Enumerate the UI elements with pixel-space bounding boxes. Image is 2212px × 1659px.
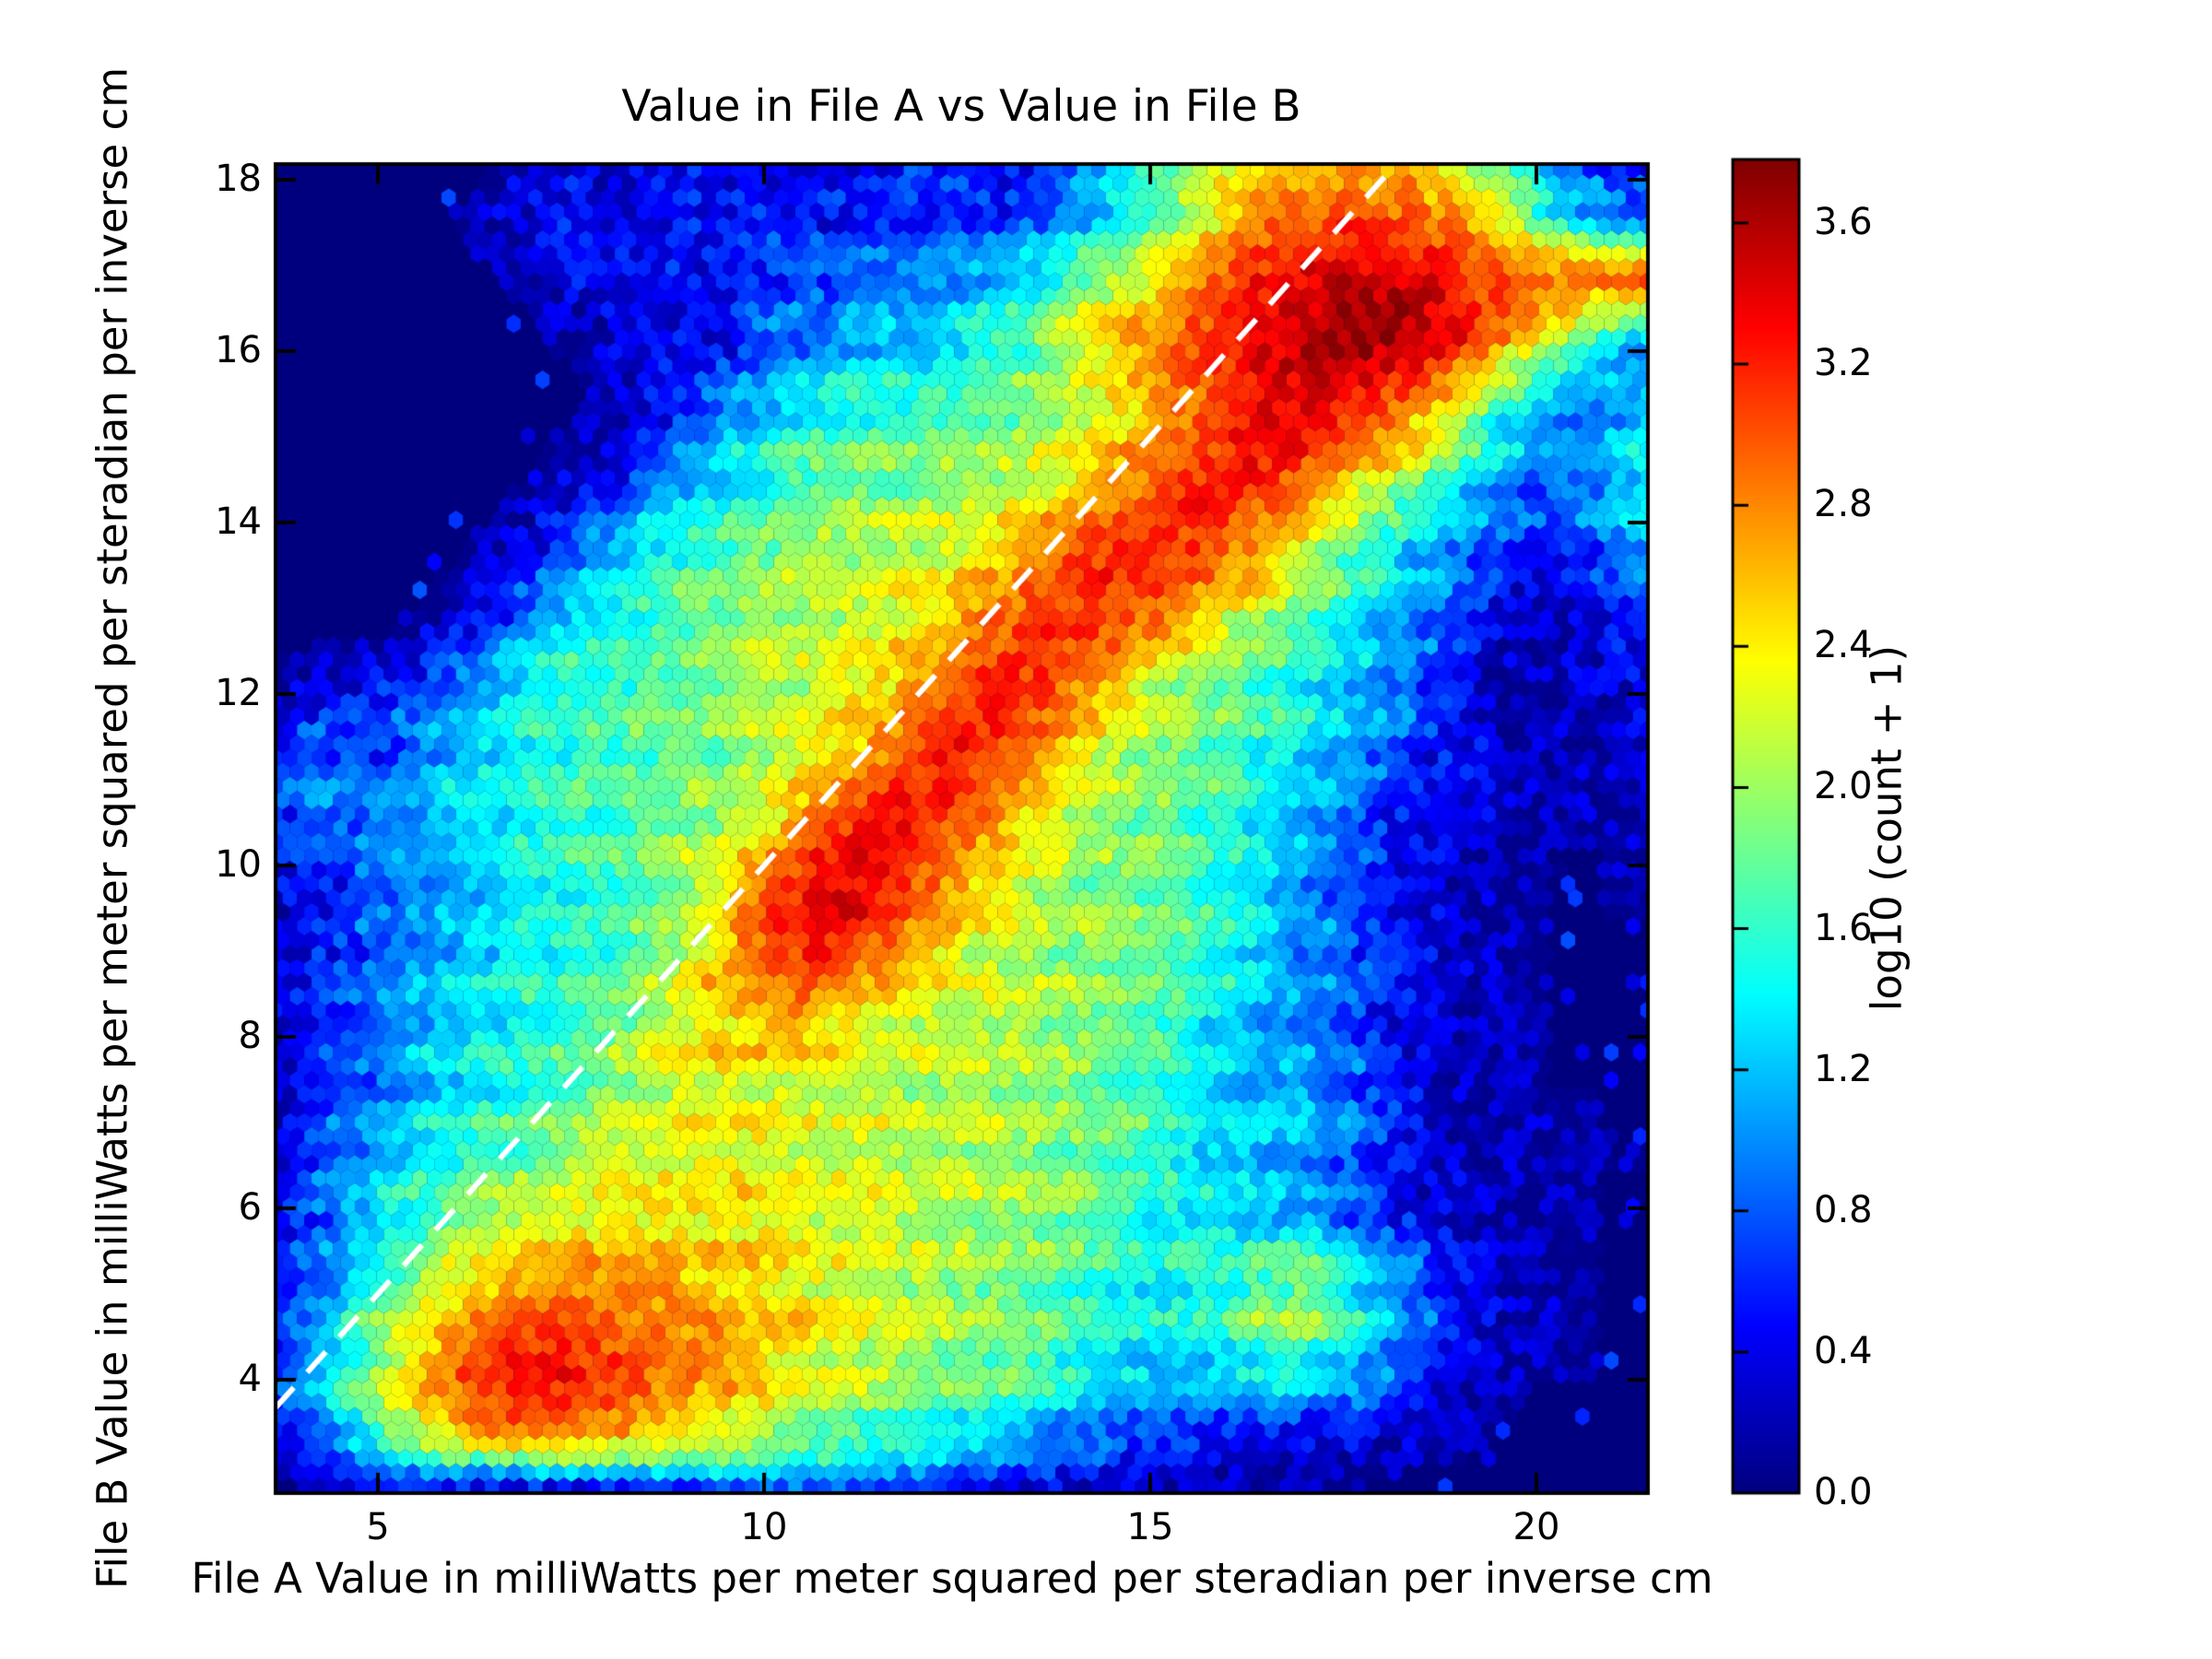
colorbar-tick-label: 2.8	[1814, 483, 1873, 526]
x-tick-label: 5	[366, 1506, 390, 1548]
colorbar-tick-label: 2.4	[1814, 624, 1873, 667]
colorbar-tick-label: 0.8	[1814, 1188, 1873, 1231]
y-tick-label: 12	[215, 672, 262, 714]
colorbar-tick-label: 3.6	[1814, 200, 1873, 243]
colorbar-label: log10 (count + 1)	[1862, 644, 1912, 1012]
colorbar-tick-label: 1.6	[1814, 906, 1873, 949]
x-tick-label: 20	[1512, 1506, 1560, 1548]
colorbar-tick-label: 0.4	[1814, 1329, 1873, 1372]
colorbar-tick-label: 2.0	[1814, 765, 1873, 808]
y-axis-label: File B Value in milliWatts per meter squ…	[88, 66, 137, 1590]
y-tick-label: 16	[215, 329, 262, 371]
y-tick-label: 18	[215, 158, 262, 200]
colorbar-tick-label: 3.2	[1814, 342, 1873, 385]
x-tick-label: 10	[740, 1506, 788, 1548]
y-tick-label: 10	[215, 843, 262, 886]
x-tick-label: 15	[1126, 1506, 1174, 1548]
y-tick-label: 6	[238, 1186, 262, 1229]
y-tick-label: 4	[238, 1358, 262, 1400]
y-tick-label: 14	[215, 500, 262, 543]
plot-title: Value in File A vs Value in File B	[621, 81, 1301, 132]
colorbar-tick-label: 0.0	[1814, 1471, 1873, 1513]
y-tick-label: 8	[238, 1015, 262, 1057]
x-axis-label: File A Value in milliWatts per meter squ…	[191, 1554, 1713, 1603]
colorbar-tick-label: 1.2	[1814, 1047, 1873, 1090]
